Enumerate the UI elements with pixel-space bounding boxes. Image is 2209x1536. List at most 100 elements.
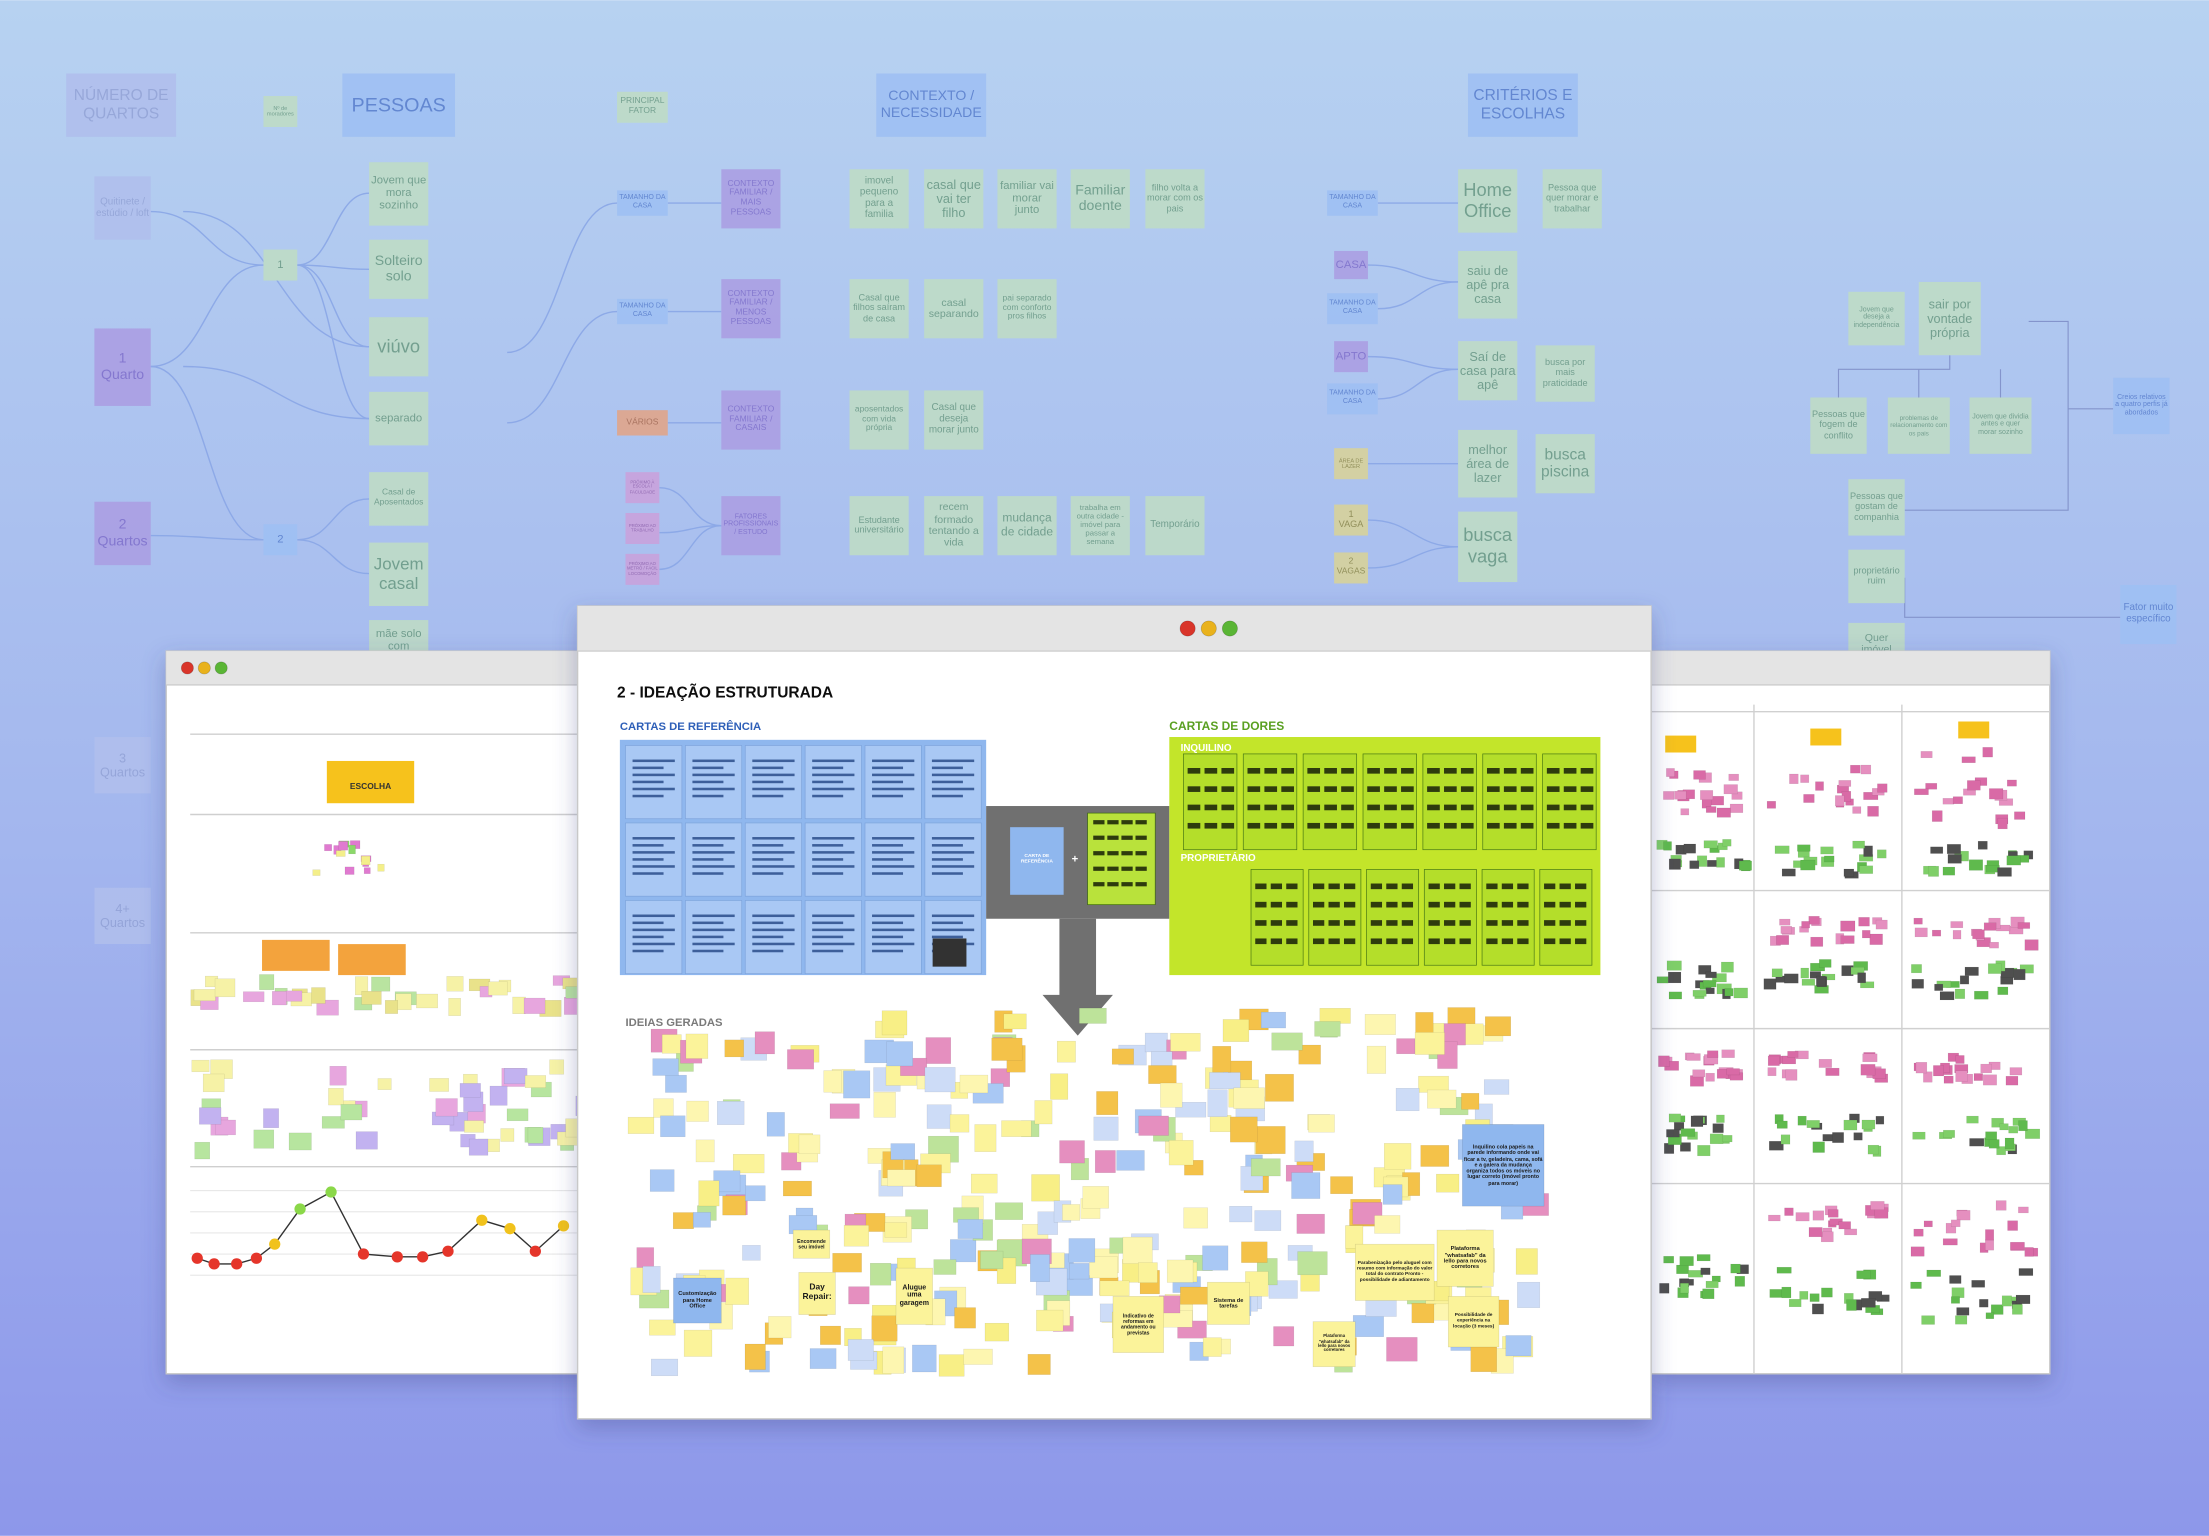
card-text	[1563, 822, 1577, 829]
sticky-note	[1383, 1143, 1412, 1170]
sticky-note	[1666, 960, 1682, 971]
sticky-note	[1913, 917, 1923, 925]
map-node	[1327, 293, 1378, 325]
card-text	[1328, 938, 1340, 945]
sticky-note	[890, 1143, 916, 1160]
sticky-note	[1716, 857, 1725, 868]
label-box: Indicativo de reformas em andamento ou p…	[1121, 1313, 1156, 1336]
sticky-note	[725, 1277, 749, 1305]
card-text	[1401, 804, 1414, 811]
sticky-note	[1271, 1032, 1303, 1051]
text: Jovem que deseja a independência	[1853, 305, 1900, 330]
sticky-note	[1705, 806, 1717, 813]
connector	[150, 365, 264, 541]
sticky-note	[1863, 792, 1879, 800]
card-text	[812, 780, 844, 784]
card-text	[1386, 901, 1398, 908]
sticky-note	[1947, 854, 1962, 864]
sticky-note	[722, 1195, 746, 1216]
card-text	[1503, 768, 1517, 774]
label-box: Customização para Home Office	[678, 1290, 716, 1309]
sticky-note	[766, 1112, 785, 1137]
sticky-note	[288, 1132, 312, 1151]
card-text	[931, 794, 963, 798]
sticky-note	[1946, 844, 1961, 855]
text: busca piscina	[1541, 446, 1590, 481]
label-box: PRÓXIMO AO TRABALHO	[629, 523, 656, 532]
sticky-note	[1314, 1021, 1341, 1037]
text: 2	[277, 532, 284, 545]
sticky-note	[1707, 1050, 1719, 1058]
map-node	[1918, 281, 1981, 356]
sticky-note	[1969, 1138, 1985, 1147]
card-text	[632, 921, 664, 925]
sticky-note	[1265, 1073, 1294, 1102]
mind-map: NÚMERO DE QUARTOS PESSOAS Nº de moradores P…	[66, 73, 2177, 945]
sticky-note	[1716, 1114, 1725, 1123]
sticky-note	[1768, 1140, 1784, 1151]
sticky-note	[886, 1041, 914, 1067]
idea-note	[1207, 1281, 1250, 1325]
sticky-note	[1972, 929, 1985, 940]
map-node	[94, 887, 151, 945]
card-text	[1341, 768, 1354, 774]
card-text	[1428, 901, 1440, 908]
journey-point	[208, 1258, 220, 1270]
sticky-note	[2018, 1268, 2034, 1276]
sticky-note	[324, 844, 332, 852]
sticky-note	[974, 1124, 997, 1152]
sticky-note	[1987, 963, 2002, 974]
card-text	[632, 872, 664, 875]
text: Plataforma "whatsafab" da lello para nov…	[1443, 1244, 1487, 1271]
card-text	[1281, 804, 1294, 811]
sticky-note	[1815, 781, 1824, 791]
sticky-note	[1229, 1205, 1253, 1223]
card-text	[1544, 938, 1556, 945]
connector	[659, 486, 722, 527]
card-text	[931, 844, 963, 847]
card-text	[1444, 938, 1456, 945]
sticky-note	[685, 1033, 709, 1059]
label-box: imovel pequeno para a familia	[860, 177, 898, 220]
connector	[1377, 368, 1459, 400]
sticky-note	[1808, 1227, 1823, 1238]
card-text	[1444, 786, 1457, 792]
sticky-note	[1867, 1144, 1879, 1155]
journey-point	[529, 1245, 541, 1257]
sticky-note	[1734, 1275, 1745, 1287]
window-button	[180, 661, 194, 675]
sticky-note	[1723, 784, 1738, 795]
journey-point	[504, 1223, 516, 1235]
card-text	[872, 787, 915, 791]
title-bar	[577, 605, 1652, 652]
map-node	[263, 524, 298, 556]
idea-note	[895, 1267, 933, 1325]
card-text	[931, 773, 975, 777]
sticky-note	[1950, 921, 1964, 929]
label-box: CONTEXTO FAMILIAR / MENOS PESSOAS	[727, 290, 774, 327]
sticky-note	[1860, 1064, 1876, 1076]
map-node	[617, 410, 668, 436]
card-text	[1187, 786, 1201, 792]
card-text	[1517, 938, 1529, 945]
card-text	[1307, 786, 1321, 792]
sticky-note	[1943, 1129, 1955, 1138]
sticky-note	[1666, 768, 1675, 777]
sticky-note	[1862, 1053, 1878, 1063]
card-text	[1286, 901, 1298, 908]
card-text	[1307, 804, 1321, 811]
text: CRITÉRIOS E ESCOLHAS	[1473, 87, 1573, 123]
sticky-note	[1730, 1263, 1741, 1274]
sticky-note	[1853, 1132, 1863, 1141]
map-node	[721, 279, 781, 339]
sticky-note	[787, 1049, 815, 1070]
sticky-note	[1877, 849, 1887, 859]
sticky-note	[1001, 1120, 1032, 1137]
sticky-note	[1788, 1298, 1802, 1308]
label-box: ESCOLHA	[350, 783, 391, 791]
sticky-note	[1989, 788, 2004, 800]
connector	[1367, 519, 1459, 548]
sticky-note	[371, 976, 391, 992]
text: 3 Quartos	[100, 750, 146, 780]
